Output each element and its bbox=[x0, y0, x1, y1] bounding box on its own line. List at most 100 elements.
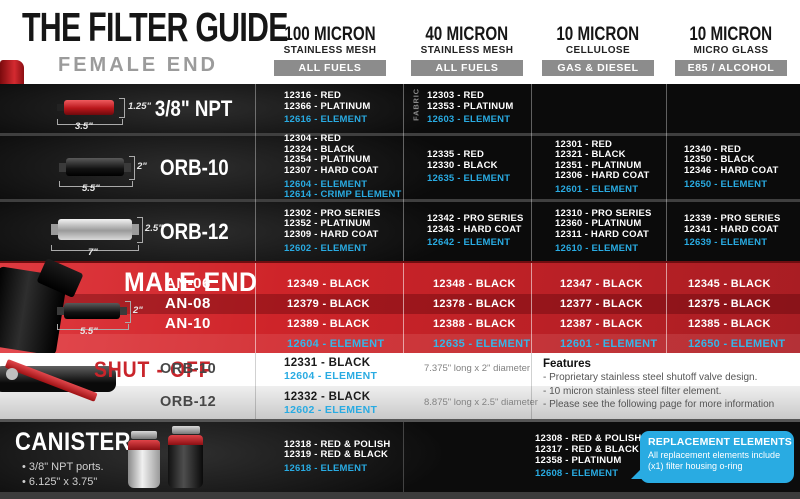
part-list: 12335 - RED 12330 - BLACK bbox=[427, 150, 547, 171]
element-part-number: 12601 - ELEMENT bbox=[555, 183, 639, 195]
canister-title-text: CANISTER bbox=[15, 428, 131, 456]
male-end-title-text: MALE END bbox=[124, 267, 258, 297]
column-divider bbox=[666, 84, 667, 261]
male-row-an08 bbox=[0, 294, 800, 314]
part-number: 12366 - PLATINUM bbox=[284, 100, 371, 112]
dimension-height: 1.25" bbox=[128, 101, 151, 112]
row-orb10: 2" 5.5" ORB-10 12304 - RED 12324 - BLACK 1… bbox=[0, 134, 800, 201]
element-list: 12608 - ELEMENT bbox=[535, 468, 655, 480]
column-media-type: MICRO GLASS bbox=[693, 45, 769, 56]
section-female-end: 1.25" 3.5" 3/8" NPT 12316 - RED 12366 - P… bbox=[0, 84, 800, 261]
column-micron-rating: 100 MICRON bbox=[260, 25, 400, 44]
row-label-an08: AN-08 bbox=[165, 295, 211, 312]
cell-an06-10micron-microglass: 12345 - BLACK bbox=[688, 278, 771, 290]
cell-orb10-100micron: 12304 - RED 12324 - BLACK 12354 - PLATINUM… bbox=[284, 134, 429, 201]
part-number: 12351 - PLATINUM bbox=[555, 159, 642, 171]
part-list: 12318 - RED & POLISH 12319 - RED & BLACK bbox=[284, 439, 434, 461]
section-male-end: 2" 5.5" MALE END AN-06 AN-08 AN-10 12349… bbox=[0, 257, 800, 356]
male-row-an06 bbox=[0, 274, 800, 294]
filter-cap bbox=[132, 224, 139, 235]
part-number: 12303 - RED bbox=[427, 90, 485, 102]
canister-cap bbox=[168, 435, 203, 445]
column-divider bbox=[403, 263, 404, 353]
part-number: 12308 - RED & POLISH bbox=[535, 433, 642, 445]
row-label-text: 3/8" NPT bbox=[155, 95, 233, 121]
part-number: 12321 - BLACK bbox=[555, 149, 626, 161]
part-list: 12340 - RED 12350 - BLACK 12346 - HARD COA… bbox=[684, 144, 796, 177]
column-divider bbox=[531, 353, 532, 419]
column-header-10-micron-cellulose: 10 MICRON CELLULOSE GAS & DIESEL bbox=[528, 25, 668, 76]
part-list: 12304 - RED 12324 - BLACK 12354 - PLATINUM… bbox=[284, 134, 429, 176]
part-number: 12301 - RED bbox=[555, 138, 613, 150]
part-number: 12311 - HARD COAT bbox=[555, 229, 650, 240]
filter-cap bbox=[57, 103, 64, 112]
element-part-number: 12614 - CRIMP ELEMENT bbox=[284, 189, 402, 201]
callout-tail bbox=[631, 463, 647, 479]
cell-an10-10micron-microglass: 12385 - BLACK bbox=[688, 318, 771, 330]
cell-orb10-10micron-microglass: 12340 - RED 12350 - BLACK 12346 - HARD COA… bbox=[684, 136, 796, 199]
filter-black-image bbox=[59, 158, 131, 176]
row-label-orb12: ORB-12 bbox=[138, 202, 250, 261]
part-number: 12352 - PLATINUM bbox=[284, 218, 371, 230]
part-number: 12324 - BLACK bbox=[284, 143, 355, 155]
canister-bullet-list: • 3/8" NPT ports. • 6.125" x 3.75" bbox=[22, 460, 104, 490]
cell-canister-100micron: 12318 - RED & POLISH 12319 - RED & BLACK … bbox=[284, 422, 434, 492]
column-divider bbox=[255, 353, 256, 419]
column-divider bbox=[403, 422, 404, 492]
column-micron-rating: 10 MICRON bbox=[528, 25, 668, 44]
fuel-compatibility-badge: GAS & DIESEL bbox=[542, 60, 654, 76]
shut-off-title-text: SHUT - OFF bbox=[94, 357, 212, 382]
element-part-number: 12616 - ELEMENT bbox=[284, 114, 368, 126]
part-list: 12302 - PRO SERIES 12352 - PLATINUM 12309 … bbox=[284, 208, 429, 241]
shut-off-title: SHUT - OFF bbox=[94, 357, 227, 383]
cell-npt-10micron-microglass bbox=[684, 84, 794, 133]
canister-black-image bbox=[168, 426, 203, 488]
canister-cap bbox=[128, 440, 160, 450]
cell-male-element-100micron: 12604 - ELEMENT bbox=[287, 338, 385, 350]
dimension-length: 7" bbox=[88, 247, 98, 258]
element-list: 12610 - ELEMENT bbox=[555, 243, 665, 255]
shutoff-element-number: 12602 - ELEMENT bbox=[284, 404, 378, 416]
part-number: 12330 - BLACK bbox=[427, 159, 498, 171]
column-micron-rating: 40 MICRON bbox=[400, 25, 534, 44]
replacement-elements-title: REPLACEMENT ELEMENTS bbox=[648, 436, 793, 448]
element-list: 12616 - ELEMENT bbox=[284, 115, 429, 126]
element-part-number: 12604 - ELEMENT bbox=[284, 178, 368, 190]
column-divider bbox=[666, 263, 667, 353]
part-number: 12316 - RED bbox=[284, 90, 342, 102]
column-micron-text: 100 MICRON bbox=[284, 24, 376, 45]
part-number: 12306 - HARD COAT bbox=[555, 170, 650, 182]
female-end-section-label: FEMALE END bbox=[58, 54, 218, 76]
filter-black-image bbox=[57, 303, 127, 319]
cell-an08-10micron-cellulose: 12377 - BLACK bbox=[560, 298, 643, 310]
cell-male-element-10micron-cellulose: 12601 - ELEMENT bbox=[560, 338, 658, 350]
fabric-note: FABRIC bbox=[411, 88, 421, 121]
cell-an08-10micron-microglass: 12375 - BLACK bbox=[688, 298, 771, 310]
canister-title: CANISTER bbox=[15, 428, 147, 457]
feature-item: - Proprietary stainless steel shutoff va… bbox=[543, 372, 758, 383]
filter-red-image bbox=[57, 100, 121, 115]
canister-bullet: • 6.125" x 3.75" bbox=[22, 476, 98, 488]
cell-an08-100micron: 12379 - BLACK bbox=[287, 298, 370, 310]
filter-cap bbox=[51, 224, 58, 235]
row-label-shutoff-orb12: ORB-12 bbox=[160, 394, 217, 410]
cell-an10-40micron: 12388 - BLACK bbox=[433, 318, 516, 330]
part-list: 12310 - PRO SERIES 12360 - PLATINUM 12311 … bbox=[555, 208, 665, 241]
filter-cap bbox=[120, 307, 127, 315]
page-title: THE FILTER GUIDE bbox=[22, 4, 381, 51]
dimension-bracket bbox=[57, 119, 123, 125]
canister-bullet: • 3/8" NPT ports. bbox=[22, 461, 104, 473]
element-list: 12635 - ELEMENT bbox=[427, 174, 547, 185]
cell-orb12-10micron-microglass: 12339 - PRO SERIES 12341 - HARD COAT 1263… bbox=[684, 202, 796, 261]
row-label-npt: 3/8" NPT bbox=[138, 84, 250, 133]
cell-an06-10micron-cellulose: 12347 - BLACK bbox=[560, 278, 643, 290]
column-header-100-micron: 100 MICRON STAINLESS MESH ALL FUELS bbox=[260, 25, 400, 76]
part-list: 12316 - RED 12366 - PLATINUM bbox=[284, 91, 429, 112]
element-part-number: 12608 - ELEMENT bbox=[535, 468, 619, 480]
page-title-text: THE FILTER GUIDE bbox=[22, 4, 288, 50]
filter-silver-image bbox=[51, 219, 139, 240]
shutoff-element-number: 12604 - ELEMENT bbox=[284, 370, 378, 382]
cell-an08-40micron: 12378 - BLACK bbox=[433, 298, 516, 310]
element-list: 12639 - ELEMENT bbox=[684, 238, 796, 249]
cell-npt-100micron: 12316 - RED 12366 - PLATINUM 12616 - ELEM… bbox=[284, 84, 429, 133]
